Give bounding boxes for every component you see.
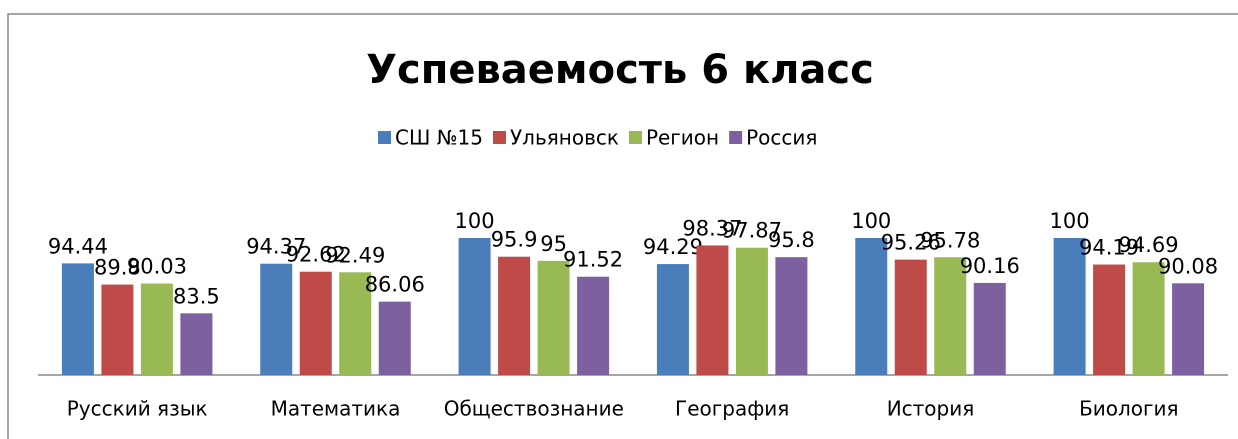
data-label: 94.19 bbox=[1079, 236, 1139, 260]
x-tick-label: Математика bbox=[271, 397, 401, 421]
legend-label: Ульяновск bbox=[510, 126, 619, 150]
x-tick-label: Обществознание bbox=[444, 397, 624, 421]
data-label: 92.49 bbox=[325, 243, 385, 267]
bar bbox=[339, 272, 372, 375]
bar bbox=[1132, 262, 1165, 375]
bar bbox=[1172, 283, 1205, 375]
data-label: 83.5 bbox=[173, 284, 220, 308]
data-label: 86.06 bbox=[365, 273, 425, 297]
bar bbox=[458, 238, 491, 375]
bar bbox=[577, 276, 610, 375]
bar bbox=[260, 263, 293, 375]
bar bbox=[299, 271, 332, 375]
bar bbox=[378, 301, 411, 375]
data-label: 100 bbox=[1050, 209, 1090, 233]
x-tick-label: Русский язык bbox=[67, 397, 208, 421]
bar bbox=[101, 284, 134, 375]
bar bbox=[1093, 264, 1126, 375]
bar bbox=[775, 257, 808, 375]
data-label: 95.8 bbox=[768, 228, 815, 252]
data-label: 94.69 bbox=[1119, 233, 1179, 257]
bar bbox=[735, 247, 768, 375]
data-label: 98.37 bbox=[682, 216, 742, 240]
bar bbox=[180, 313, 213, 375]
data-label: 90.03 bbox=[127, 255, 187, 279]
x-tick-label: История bbox=[887, 397, 975, 421]
data-label: 90.16 bbox=[960, 254, 1020, 278]
bar bbox=[140, 283, 173, 375]
x-tick-label: Биология bbox=[1079, 397, 1179, 421]
data-label: 95.9 bbox=[491, 228, 538, 252]
bar bbox=[537, 260, 570, 375]
data-label: 100 bbox=[455, 209, 495, 233]
data-label: 95.26 bbox=[881, 231, 941, 255]
bar bbox=[498, 256, 531, 375]
bar bbox=[894, 259, 927, 375]
data-label: 95.78 bbox=[920, 228, 980, 252]
data-label: 94.44 bbox=[48, 234, 108, 258]
data-label: 90.08 bbox=[1158, 254, 1218, 278]
data-label: 92.62 bbox=[286, 243, 346, 267]
legend-swatch bbox=[729, 131, 743, 144]
bar bbox=[61, 263, 94, 375]
data-label: 97.87 bbox=[722, 219, 782, 243]
data-label: 94.29 bbox=[643, 235, 703, 259]
data-label: 100 bbox=[851, 209, 891, 233]
legend-label: Россия bbox=[746, 126, 817, 150]
bar bbox=[696, 245, 729, 375]
legend-label: СШ №15 bbox=[395, 126, 483, 150]
bar bbox=[855, 238, 888, 375]
chart-title: Успеваемость 6 класс bbox=[366, 47, 874, 93]
data-label: 95 bbox=[540, 232, 567, 256]
bar bbox=[1053, 238, 1086, 375]
x-tick-label: География bbox=[675, 397, 789, 421]
legend-swatch bbox=[378, 131, 391, 144]
bar bbox=[656, 264, 689, 375]
legend-swatch bbox=[628, 131, 642, 144]
bar bbox=[934, 257, 967, 375]
chart-frame bbox=[7, 13, 1238, 439]
data-label: 91.52 bbox=[563, 248, 623, 272]
legend-swatch bbox=[492, 131, 506, 144]
data-label: 89.8 bbox=[94, 256, 141, 280]
data-label: 94.37 bbox=[246, 235, 306, 259]
legend-label: Регион bbox=[646, 126, 719, 150]
bar bbox=[973, 282, 1006, 375]
